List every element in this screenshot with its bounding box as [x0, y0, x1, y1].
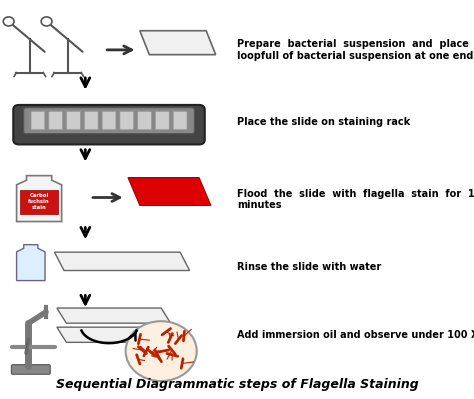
FancyBboxPatch shape — [137, 111, 152, 130]
FancyBboxPatch shape — [24, 108, 194, 134]
Polygon shape — [17, 245, 45, 280]
Polygon shape — [57, 308, 171, 323]
Polygon shape — [17, 176, 62, 221]
Text: Place the slide on staining rack: Place the slide on staining rack — [237, 117, 410, 127]
FancyBboxPatch shape — [13, 105, 205, 144]
Text: Add immersion oil and observe under 100 X lenses: Add immersion oil and observe under 100 … — [237, 330, 474, 340]
FancyBboxPatch shape — [66, 111, 80, 130]
Text: Prepare  bacterial  suspension  and  place  the
loopfull of bacterial suspension: Prepare bacterial suspension and place t… — [237, 39, 474, 61]
Text: Sequential Diagrammatic steps of Flagella Staining: Sequential Diagrammatic steps of Flagell… — [55, 378, 419, 391]
Polygon shape — [55, 252, 190, 271]
Polygon shape — [128, 178, 211, 205]
FancyBboxPatch shape — [20, 190, 58, 214]
Polygon shape — [140, 31, 216, 55]
FancyBboxPatch shape — [173, 111, 187, 130]
FancyBboxPatch shape — [31, 111, 45, 130]
Circle shape — [126, 321, 197, 381]
Text: Flood  the  slide  with  flagella  stain  for  10-15
minutes: Flood the slide with flagella stain for … — [237, 189, 474, 210]
FancyBboxPatch shape — [84, 111, 98, 130]
Text: Rinse the slide with water: Rinse the slide with water — [237, 262, 381, 273]
FancyBboxPatch shape — [11, 365, 50, 374]
FancyBboxPatch shape — [49, 111, 63, 130]
FancyBboxPatch shape — [102, 111, 116, 130]
Polygon shape — [57, 327, 171, 342]
FancyBboxPatch shape — [155, 111, 169, 130]
Text: Carbol
fuchsin
stain: Carbol fuchsin stain — [28, 194, 50, 210]
FancyBboxPatch shape — [120, 111, 134, 130]
